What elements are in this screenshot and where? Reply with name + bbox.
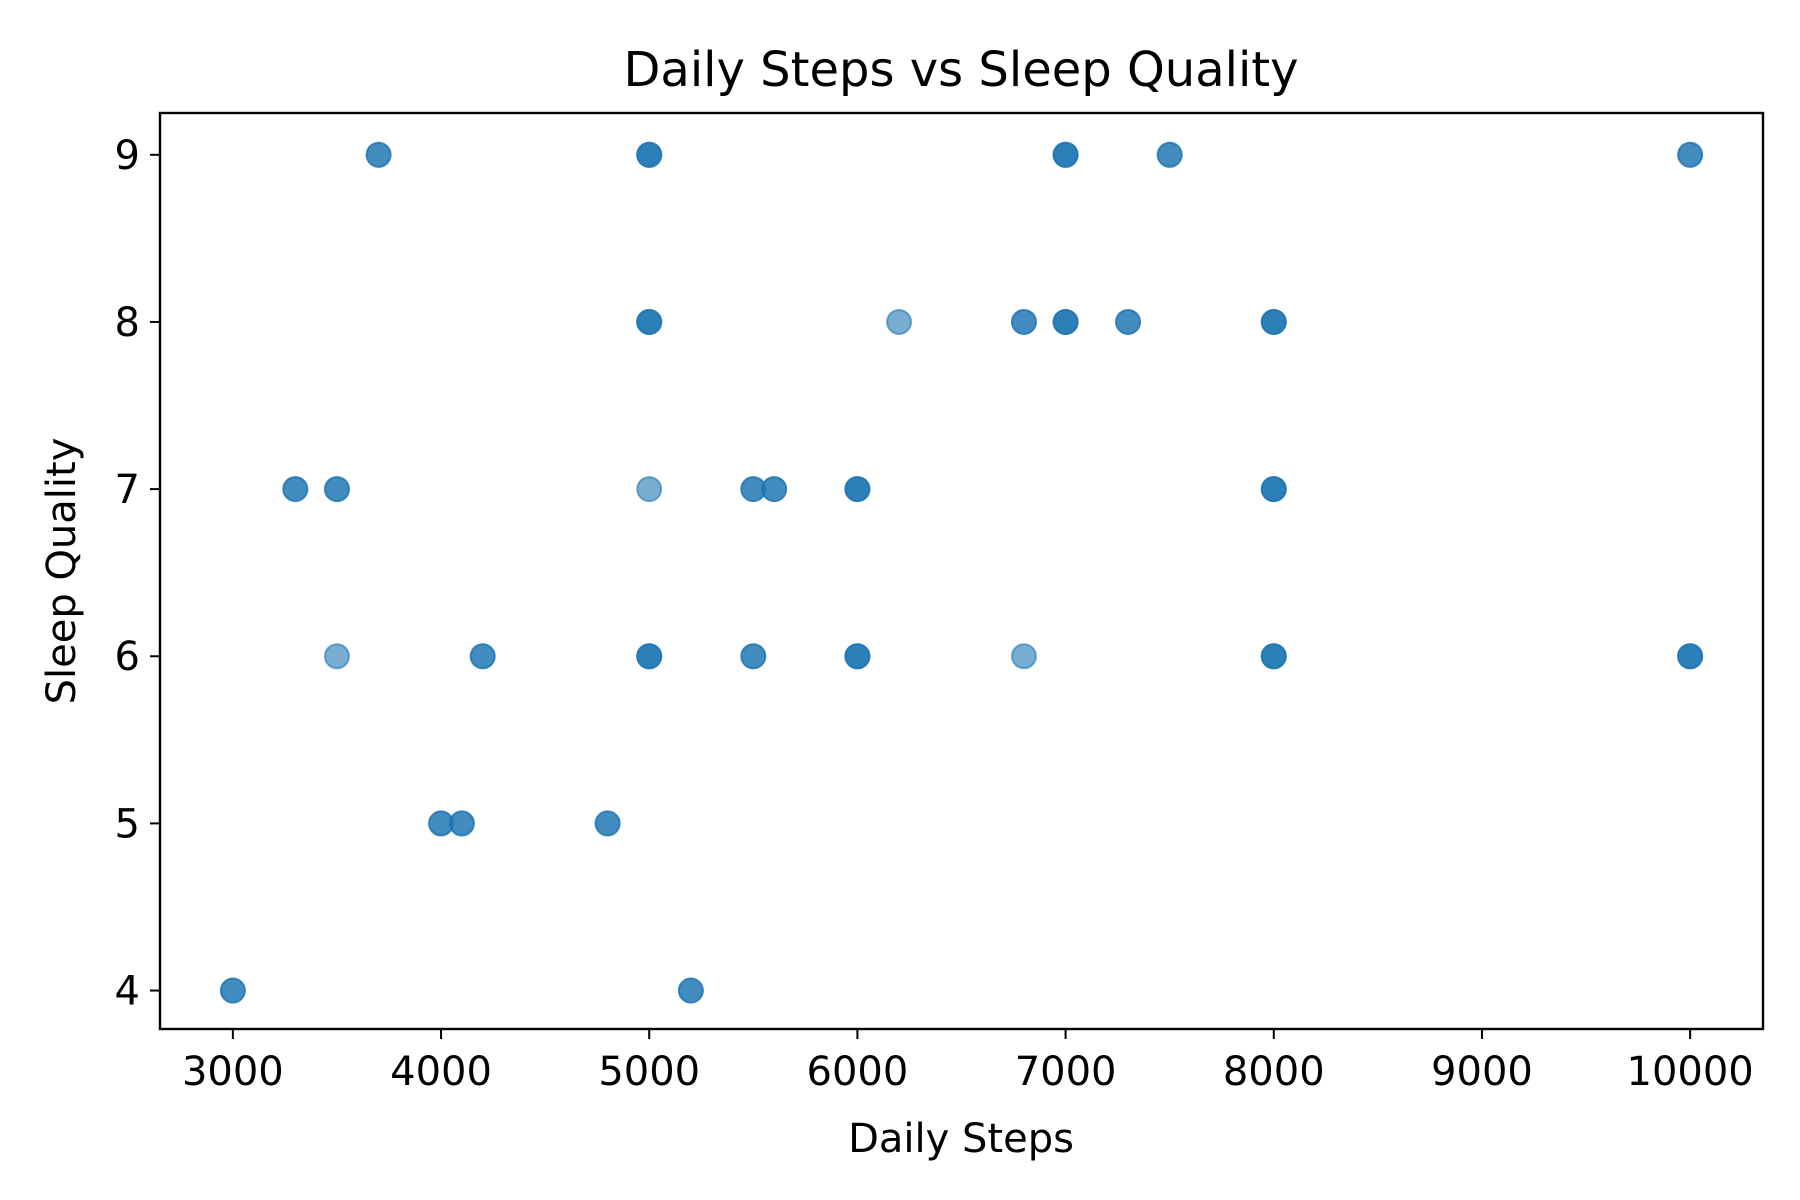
data-point (219, 977, 246, 1004)
data-point (677, 977, 704, 1004)
data-point (1010, 643, 1037, 670)
data-point (469, 643, 496, 670)
y-tick-label: 9 (115, 133, 140, 179)
data-point (1677, 643, 1704, 670)
data-point (1010, 308, 1037, 335)
x-tick-label: 6000 (807, 1049, 909, 1095)
data-point (323, 643, 350, 670)
y-tick-label: 5 (115, 801, 140, 847)
data-point (1677, 141, 1704, 168)
x-tick-label: 8000 (1223, 1049, 1325, 1095)
data-point (844, 643, 871, 670)
y-axis-label: Sleep Quality (39, 438, 85, 705)
data-point (886, 308, 913, 335)
data-point (1115, 308, 1142, 335)
data-point (448, 810, 475, 837)
x-tick-label: 7000 (1015, 1049, 1117, 1095)
y-tick-label: 4 (115, 969, 140, 1015)
y-tick-label: 8 (115, 300, 140, 346)
data-point (636, 308, 663, 335)
data-point (282, 476, 309, 503)
y-tick-label: 7 (115, 467, 140, 513)
x-tick-label: 9000 (1431, 1049, 1533, 1095)
data-point (636, 643, 663, 670)
data-point (1260, 476, 1287, 503)
data-point (323, 476, 350, 503)
data-point (365, 141, 392, 168)
data-point (740, 643, 767, 670)
x-tick-label: 3000 (182, 1049, 284, 1095)
data-point (844, 476, 871, 503)
x-tick-label: 4000 (390, 1049, 492, 1095)
x-tick-label: 10000 (1627, 1049, 1754, 1095)
x-axis-label: Daily Steps (848, 1116, 1074, 1162)
data-point (1260, 643, 1287, 670)
ticks-layer: 3000 4000 5000 6000 7000 8000 9000 10000 4 5 6 7 8 9 (115, 133, 1754, 1095)
data-point (636, 141, 663, 168)
plot-frame (158, 111, 1765, 1031)
data-point (1260, 308, 1287, 335)
data-point (761, 476, 788, 503)
x-tick-label: 5000 (598, 1049, 700, 1095)
data-point (1052, 308, 1079, 335)
y-tick-label: 6 (115, 634, 140, 680)
data-point (636, 476, 663, 503)
data-point (594, 810, 621, 837)
data-point (1052, 141, 1079, 168)
data-point (1156, 141, 1183, 168)
chart-title: Daily Steps vs Sleep Quality (623, 42, 1298, 98)
points-layer (219, 141, 1704, 1004)
